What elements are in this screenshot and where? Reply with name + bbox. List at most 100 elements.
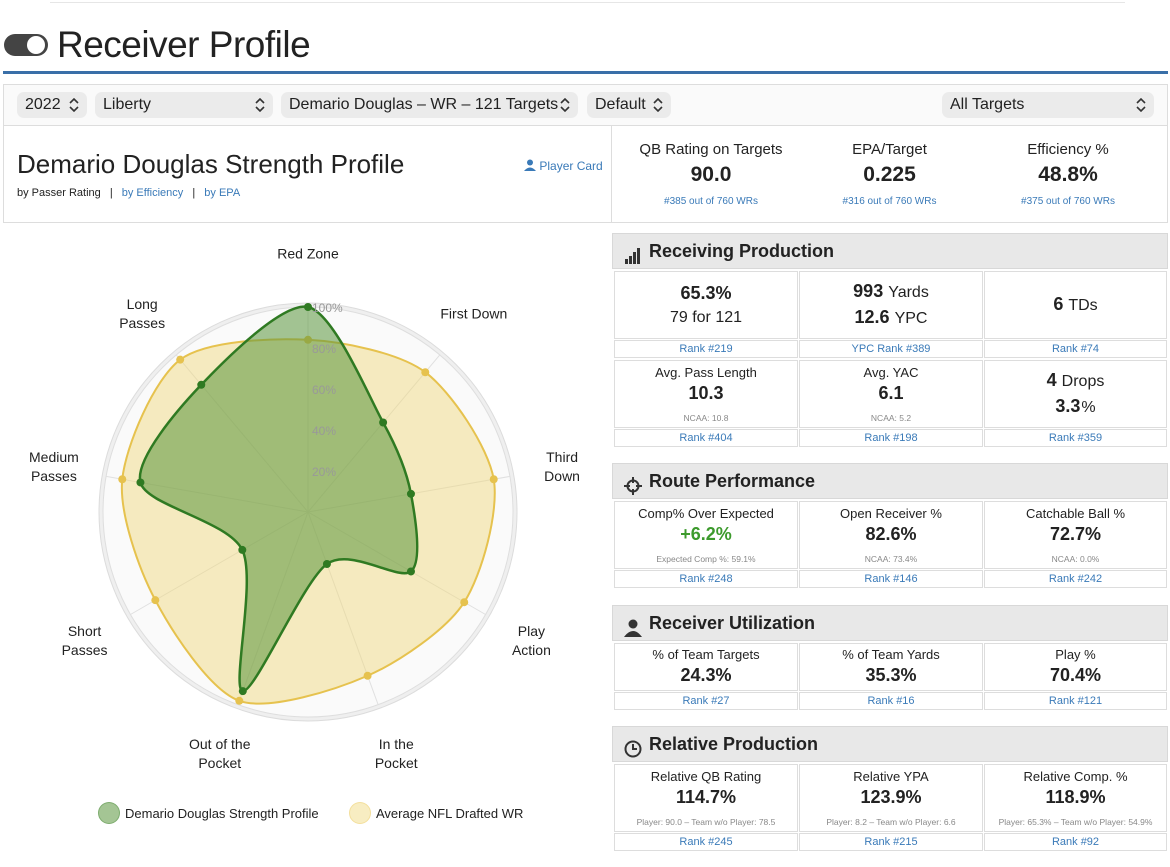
radar-point (406, 567, 415, 576)
rank-link[interactable]: Rank #248 (614, 570, 798, 588)
chevron (69, 98, 79, 112)
rank-link[interactable]: Rank #121 (984, 692, 1167, 710)
stat-line: 10.3 (688, 381, 723, 407)
axis-label: Long Passes (119, 296, 166, 332)
stat-label: % of Team Targets (652, 646, 760, 662)
radar-point (197, 380, 206, 389)
summary-label: Efficiency % (1027, 141, 1109, 158)
stat-value: 70.4% (1049, 664, 1102, 685)
summary-box: QB Rating on Targets 90.0 #385 out of 760 … (612, 126, 1168, 223)
rank-link[interactable]: Rank #245 (614, 833, 798, 851)
axis-label: Out of the Pocket (189, 736, 251, 772)
stat-line: 118.9% (1045, 785, 1105, 811)
radar-tick-label: 100% (312, 301, 343, 315)
rank-link[interactable]: Rank #215 (799, 833, 983, 851)
stat-line: 82.6% (865, 522, 916, 548)
stat-line: 6 TDs (1053, 292, 1097, 318)
legend-item: Demario Douglas Strength Profile (98, 802, 319, 824)
stat-line: 12.6 YPC (855, 305, 928, 331)
rank-link[interactable]: Rank #404 (614, 429, 798, 447)
stat-note: NCAA: 0.0% (1051, 554, 1100, 564)
stat-unit: YPC (894, 310, 928, 327)
summary-label: EPA/Target (852, 141, 927, 158)
stat-label: Open Receiver % (840, 506, 942, 521)
stat-note: Player: 65.3% – Team w/o Player: 54.9% (998, 817, 1153, 827)
stat-cell: Avg. Pass Length 10.3 NCAA: 10.8 (614, 360, 798, 428)
rank-link[interactable]: Rank #219 (614, 340, 798, 358)
stat-unit: % (1081, 399, 1096, 416)
radar-tick-label: 40% (312, 424, 336, 438)
stat-line: +6.2% (680, 522, 732, 548)
summary-rank: #385 out of 760 WRs (664, 196, 758, 207)
summary-value: 48.8% (1038, 163, 1098, 186)
rank-link[interactable]: Rank #359 (984, 429, 1167, 447)
summary-value: 90.0 (690, 163, 732, 186)
toggle-icon (4, 34, 48, 56)
filter-text: 2022 (25, 96, 61, 113)
radar-chart: 20% 40% 60% 80% 100% (98, 301, 518, 722)
radar-point (151, 596, 160, 605)
radar-area (138, 305, 419, 693)
axis-label: First Down (440, 305, 508, 322)
stat-cell: Relative Comp. % 118.9% Player: 65.3% – Te… (984, 764, 1167, 832)
stat-cell: 993 Yards 12.6 YPC (799, 271, 983, 339)
axis-label: Medium Passes (29, 449, 79, 485)
filter-select[interactable]: Default (587, 92, 671, 118)
panels: Receiving Production 65.3% 79 for 121 Rank … (612, 230, 1168, 860)
stat-line: 72.7% (1050, 522, 1101, 548)
stat-value: 12.6 (854, 307, 890, 327)
player-card-text: Player Card (539, 159, 603, 173)
filter-select[interactable]: Demario Douglas – WR – 121 Targets (281, 92, 578, 118)
stat-sub: 79 for 121 (669, 309, 743, 326)
rank-link[interactable]: Rank #242 (984, 570, 1167, 588)
stat-label: Relative QB Rating (650, 769, 762, 784)
panel-header: Receiving Production (612, 233, 1168, 269)
stat-unit: Yards (888, 284, 929, 301)
radar-point (118, 475, 127, 484)
stat-value: +6.2% (680, 524, 732, 544)
stat-cell: Avg. YAC 6.1 NCAA: 5.2 (799, 360, 983, 428)
stat-label: Relative YPA (853, 769, 929, 784)
stat-line: 123.9% (860, 785, 921, 811)
stat-line: 993 Yards (853, 279, 929, 305)
rank-link[interactable]: Rank #74 (984, 340, 1167, 358)
rank-link[interactable]: Rank #27 (614, 692, 798, 710)
axis-label: In the Pocket (374, 736, 418, 772)
summary-value: 0.225 (863, 163, 916, 186)
filter-select[interactable]: Liberty (95, 92, 273, 118)
rank-link[interactable]: Rank #146 (799, 570, 983, 588)
stat-line: 70.4% (1050, 663, 1101, 689)
panel-header: Receiver Utilization (612, 605, 1168, 641)
legend-swatch (98, 802, 120, 824)
stat-cell: Catchable Ball % 72.7% NCAA: 0.0% (984, 501, 1167, 569)
rank-link[interactable]: Rank #16 (799, 692, 983, 710)
filter-select[interactable]: 2022 (17, 92, 87, 118)
rank-link[interactable]: Rank #92 (984, 833, 1167, 851)
stat-value: 3.3 (1055, 396, 1081, 416)
separator: | (109, 187, 113, 199)
panel-icon (624, 614, 642, 637)
rank-link[interactable]: Rank #198 (799, 429, 983, 447)
sort-link[interactable]: by Efficiency (121, 187, 184, 199)
profile-box: Demario Douglas Strength Profile Player … (3, 126, 612, 223)
panel-icon (624, 242, 642, 264)
rank-link[interactable]: YPC Rank #389 (799, 340, 983, 358)
stat-label: Play % (1055, 646, 1096, 662)
legend-swatch (349, 802, 371, 824)
panel-title: Receiving Production (649, 241, 835, 261)
axis-label: Third Down (544, 449, 580, 485)
filter-select[interactable]: All Targets (942, 92, 1154, 118)
stat-note: Player: 8.2 – Team w/o Player: 6.6 (826, 817, 956, 827)
stat-line: 114.7% (676, 785, 736, 811)
radar-point (304, 303, 312, 311)
stat-label: Avg. Pass Length (655, 365, 757, 380)
player-card-link[interactable]: Player Card (524, 158, 603, 174)
stat-value: 993 (853, 281, 884, 301)
summary-rank: #316 out of 760 WRs (842, 196, 937, 207)
legend-text: Demario Douglas Strength Profile (125, 805, 319, 821)
stat-note: NCAA: 5.2 (870, 413, 912, 423)
axis-label: Red Zone (277, 245, 339, 262)
sort-link[interactable]: by EPA (204, 187, 241, 199)
chevron (1136, 98, 1146, 112)
